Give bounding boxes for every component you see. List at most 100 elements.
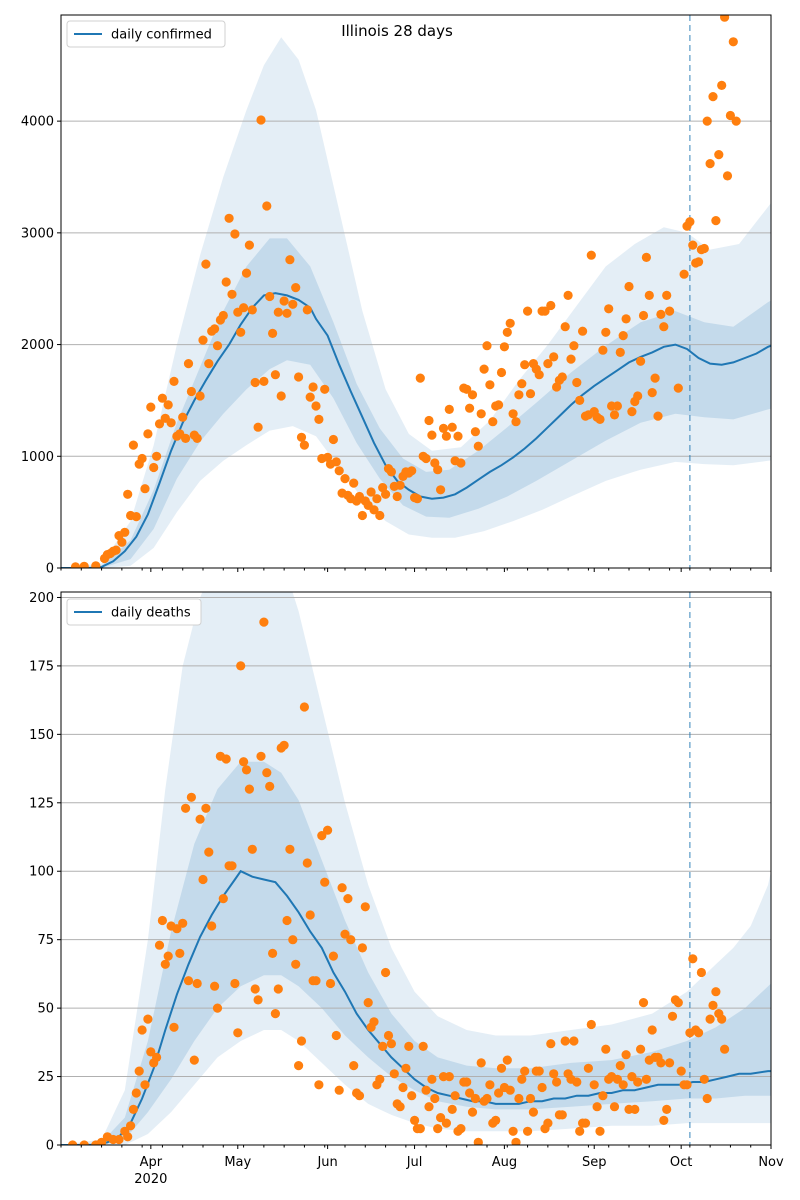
data-point <box>470 427 480 437</box>
data-point <box>456 1124 466 1134</box>
data-point <box>520 360 530 370</box>
data-point <box>615 347 625 357</box>
data-point <box>528 1107 539 1117</box>
legend-label: daily deaths <box>111 606 191 621</box>
data-point <box>447 422 457 432</box>
data-point <box>244 784 254 794</box>
data-point <box>404 1041 414 1051</box>
data-point <box>79 561 89 568</box>
data-point <box>433 465 443 475</box>
data-point <box>407 1091 417 1101</box>
data-point <box>702 116 712 126</box>
data-point <box>665 1058 675 1068</box>
data-point <box>609 1102 620 1112</box>
data-point <box>557 372 567 382</box>
data-point <box>294 372 304 382</box>
data-point <box>560 322 570 332</box>
data-point <box>563 290 573 300</box>
data-point <box>488 417 498 427</box>
data-point <box>595 1126 605 1136</box>
deaths-y-axis: 0 25 50 75 100 125 150 175 200 <box>29 591 61 1154</box>
data-point <box>694 257 704 267</box>
data-point <box>230 978 240 989</box>
data-point <box>244 240 254 250</box>
data-point <box>131 511 141 522</box>
data-point <box>473 1137 483 1145</box>
data-point <box>595 414 605 424</box>
data-point <box>722 171 733 181</box>
data-point <box>375 510 385 521</box>
data-point <box>601 1044 611 1054</box>
data-point <box>502 1055 512 1065</box>
data-point <box>68 1140 78 1145</box>
data-point <box>633 1077 643 1087</box>
data-point <box>366 487 376 497</box>
data-point <box>375 1074 385 1084</box>
data-point <box>407 466 417 476</box>
data-point <box>349 478 359 488</box>
data-point <box>688 954 698 964</box>
data-point <box>325 978 336 989</box>
data-point <box>549 352 559 362</box>
data-point <box>662 1104 672 1114</box>
data-point <box>126 1121 136 1131</box>
data-point <box>288 935 298 945</box>
data-point <box>207 921 217 931</box>
data-point <box>505 318 515 328</box>
data-point <box>334 466 344 476</box>
data-point <box>265 291 275 302</box>
data-point <box>282 308 292 318</box>
y-tick-label: 150 <box>29 728 54 743</box>
data-point <box>676 1066 686 1076</box>
data-point <box>354 1091 365 1101</box>
data-point <box>291 959 301 969</box>
data-point <box>268 948 278 959</box>
data-point <box>270 370 280 380</box>
data-point <box>679 269 689 279</box>
data-point <box>334 1085 344 1095</box>
data-point <box>427 430 437 440</box>
data-point <box>285 255 295 265</box>
data-point <box>172 924 182 934</box>
data-point <box>320 384 330 394</box>
data-point <box>482 341 492 351</box>
y-tick-label: 175 <box>29 659 54 674</box>
data-point <box>520 1066 530 1076</box>
y-tick-label: 75 <box>37 933 54 948</box>
data-point <box>641 252 652 262</box>
data-point <box>494 400 504 410</box>
data-point <box>152 451 162 461</box>
data-point <box>218 310 228 321</box>
data-point <box>201 259 211 269</box>
data-point <box>392 491 402 502</box>
data-point <box>621 1050 631 1060</box>
legend-box <box>66 598 202 626</box>
data-point <box>262 768 272 778</box>
data-point <box>265 781 275 792</box>
data-point <box>123 1132 133 1142</box>
x-tick-label: Jun <box>316 1155 337 1170</box>
data-point <box>401 1063 411 1073</box>
data-point <box>302 305 312 315</box>
data-point <box>667 1011 678 1021</box>
data-point <box>615 1061 625 1071</box>
data-point <box>665 306 675 316</box>
y-tick-label: 50 <box>37 1002 54 1017</box>
data-point <box>653 411 663 421</box>
data-point <box>470 1093 480 1104</box>
data-point <box>421 453 431 464</box>
data-point <box>357 510 367 521</box>
data-point <box>340 474 350 484</box>
data-point <box>120 527 130 537</box>
data-point <box>630 1104 640 1114</box>
data-point <box>178 412 188 422</box>
y-tick-label: 0 <box>46 562 54 577</box>
confirmed-uncertainty-bands <box>61 37 771 568</box>
data-point <box>482 1093 492 1104</box>
data-point <box>279 740 289 750</box>
data-point <box>247 844 257 854</box>
data-point <box>636 356 646 366</box>
data-point <box>705 159 715 169</box>
y-tick-label: 200 <box>29 591 54 606</box>
data-point <box>369 505 379 515</box>
